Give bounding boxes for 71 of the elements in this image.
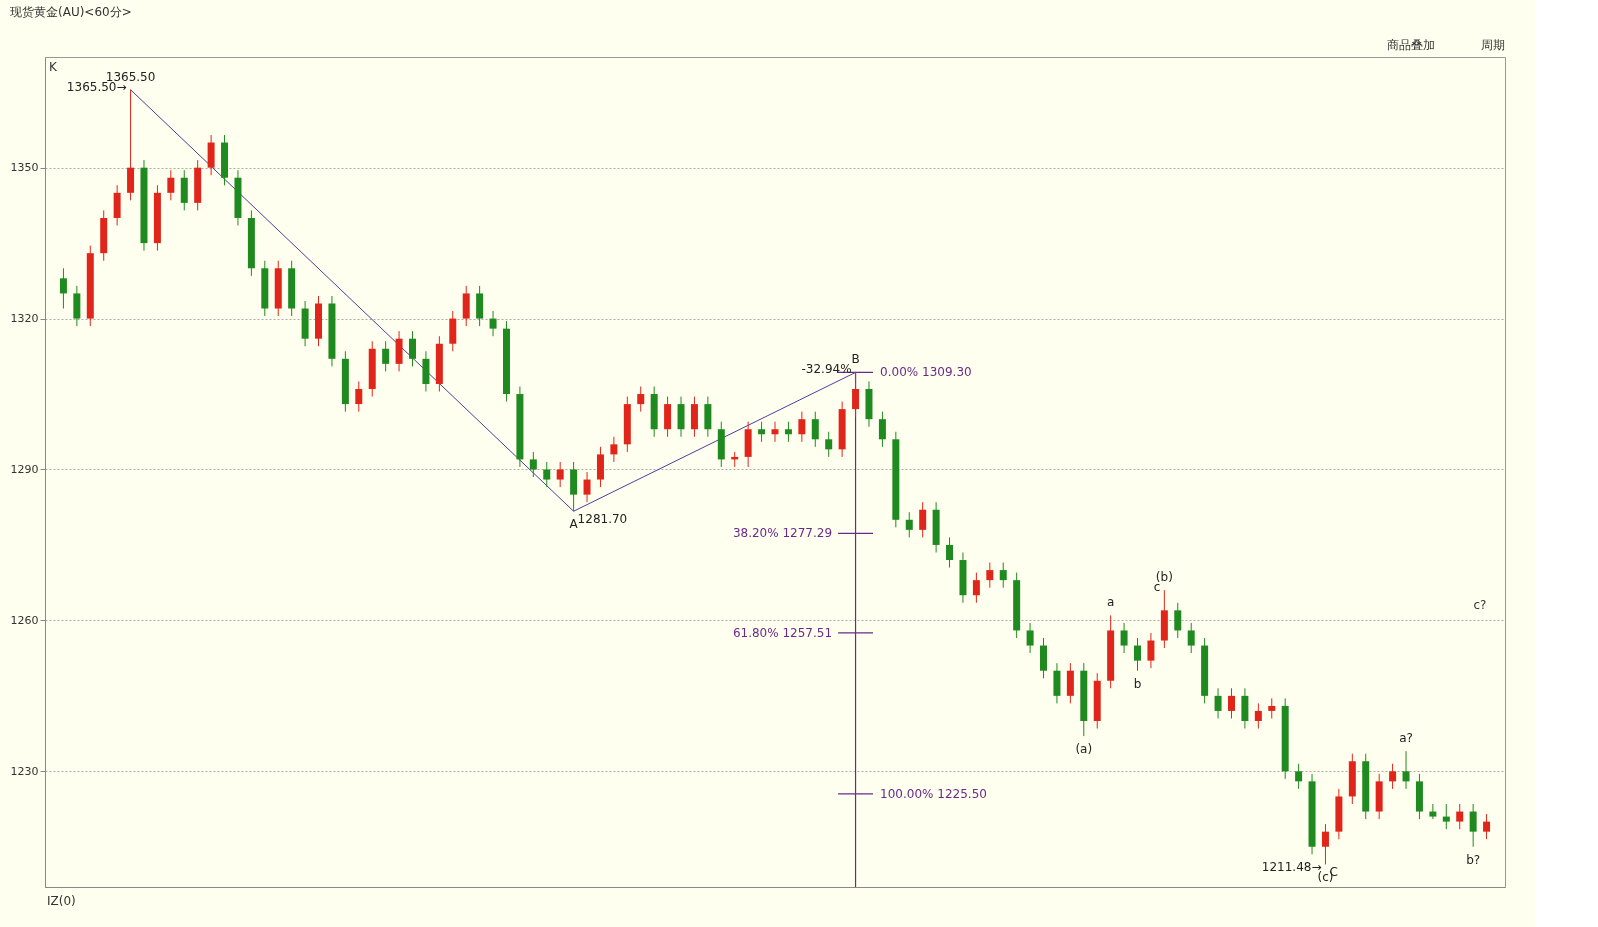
candlestick (784, 421, 792, 443)
annotation: b (1133, 676, 1142, 691)
candlestick (1187, 622, 1195, 654)
annotation: (b) (1155, 570, 1173, 585)
candlestick (59, 267, 67, 310)
annotation: K (49, 60, 58, 74)
ref-line-label: 100.00% 1225.50 (880, 786, 987, 801)
candlestick (1268, 697, 1276, 719)
candlestick (986, 562, 994, 589)
candlestick (919, 501, 927, 538)
ref-line-label: 38.20% 1277.29 (732, 526, 833, 541)
annotation: -32.94% (801, 362, 852, 377)
annotation: 1365.50→ (66, 79, 127, 94)
ref-line-label: 61.80% 1257.51 (732, 625, 833, 640)
annotation: a (1106, 595, 1115, 610)
candlestick (1147, 632, 1155, 669)
text: IZ(0) (47, 894, 76, 908)
candlestick (583, 471, 591, 503)
candlestick (972, 572, 980, 604)
ref-line-label: 0.00% 1309.30 (880, 365, 972, 380)
candlestick (798, 411, 806, 443)
candlestick (825, 431, 833, 458)
candlestick (1026, 622, 1034, 654)
candlestick (758, 421, 766, 443)
candlestick (1321, 823, 1329, 865)
candlestick (529, 451, 537, 478)
annotation: b? (1466, 852, 1481, 867)
candlestick (610, 436, 618, 463)
y-tick-label: 1290 (10, 462, 39, 476)
annotation: B (851, 352, 860, 367)
candlestick (1134, 637, 1141, 672)
candlestick (409, 330, 416, 367)
candlestick (556, 461, 564, 488)
candlestick (946, 536, 954, 569)
annotation: 1281.70 (577, 512, 628, 527)
candlestick (852, 371, 860, 418)
candlestick (1295, 763, 1303, 790)
annotation: A (569, 517, 579, 532)
candlestick (355, 380, 363, 413)
candlestick (999, 562, 1007, 589)
candlestick (1429, 803, 1437, 820)
candlestick (637, 385, 645, 413)
annotation: a? (1399, 731, 1413, 746)
candlestick (1483, 813, 1491, 840)
chart-title: 现货黄金(AU)<60分> (10, 5, 132, 19)
candlestick (1254, 702, 1262, 730)
candlestick (543, 461, 551, 488)
y-tick-label: 1350 (10, 161, 39, 175)
candlestick (878, 411, 886, 448)
candlestick (1442, 803, 1450, 830)
candlestick (382, 340, 390, 372)
text: 周期 (1481, 38, 1505, 52)
candlestick (905, 511, 913, 538)
candlestick (1389, 763, 1397, 790)
annotation: (a) (1075, 742, 1093, 757)
text: 商品叠加 (1387, 38, 1435, 52)
candlestick (167, 169, 175, 201)
candlestick (1469, 803, 1477, 848)
y-tick-label: 1260 (10, 613, 39, 627)
candlestick (1402, 750, 1410, 790)
candlestick (771, 421, 779, 443)
candlestick (811, 411, 819, 448)
candlestick (1214, 687, 1222, 719)
candlestick (1456, 803, 1464, 830)
annotation: c? (1473, 597, 1487, 612)
y-tick-label: 1230 (10, 764, 39, 778)
candlestick (489, 310, 497, 337)
candlestick (1174, 602, 1182, 639)
candlestick (1227, 687, 1235, 719)
candlestick (1120, 622, 1128, 654)
y-tick-label: 1320 (10, 312, 39, 326)
